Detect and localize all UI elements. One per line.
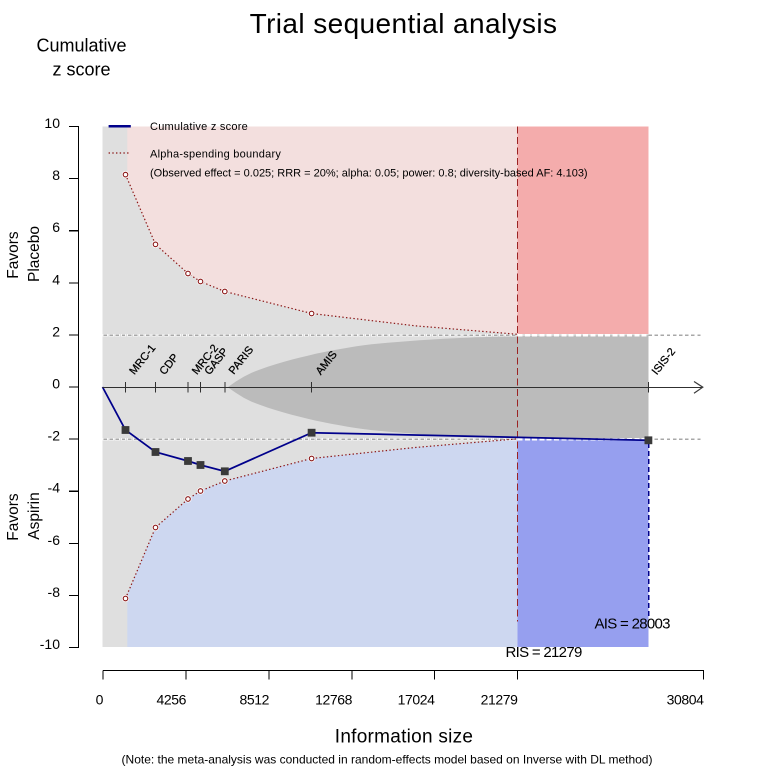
svg-text:z score: z score — [52, 60, 110, 80]
svg-text:Information size: Information size — [335, 727, 473, 748]
svg-text:2: 2 — [52, 323, 60, 339]
svg-text:Trial sequential analysis: Trial sequential analysis — [250, 8, 558, 39]
svg-text:8512: 8512 — [239, 692, 269, 708]
svg-text:(Observed effect = 0.025; RRR: (Observed effect = 0.025; RRR = 20%; alp… — [150, 168, 588, 180]
svg-text:ISIS-2: ISIS-2 — [650, 346, 678, 377]
svg-text:-4: -4 — [48, 480, 61, 496]
svg-text:RIS = 21279: RIS = 21279 — [506, 644, 582, 661]
svg-text:Cumulative z score: Cumulative z score — [150, 121, 248, 133]
svg-text:12768: 12768 — [315, 692, 353, 708]
svg-text:Cumulative: Cumulative — [36, 36, 126, 56]
svg-text:Alpha-spending boundary: Alpha-spending boundary — [150, 149, 281, 161]
svg-text:10: 10 — [44, 115, 60, 131]
svg-text:AIS = 28003: AIS = 28003 — [595, 616, 671, 633]
svg-text:30804: 30804 — [667, 692, 705, 708]
svg-text:Placebo: Placebo — [26, 226, 43, 282]
svg-text:-6: -6 — [48, 532, 61, 548]
svg-text:17024: 17024 — [398, 692, 436, 708]
svg-text:Aspirin: Aspirin — [26, 492, 43, 539]
svg-text:21279: 21279 — [481, 692, 519, 708]
svg-text:0: 0 — [52, 376, 60, 392]
svg-text:4: 4 — [52, 271, 60, 287]
svg-text:-10: -10 — [40, 636, 60, 652]
svg-text:(Note: the meta-analysis was c: (Note: the meta-analysis was conducted i… — [122, 753, 653, 767]
svg-text:6: 6 — [52, 219, 60, 235]
svg-text:4256: 4256 — [156, 692, 186, 708]
svg-text:8: 8 — [52, 167, 60, 183]
svg-text:0: 0 — [96, 692, 104, 708]
svg-text:-8: -8 — [48, 584, 61, 600]
svg-text:Favors: Favors — [5, 231, 22, 279]
svg-text:Favors: Favors — [5, 493, 22, 541]
svg-text:-2: -2 — [48, 428, 61, 444]
